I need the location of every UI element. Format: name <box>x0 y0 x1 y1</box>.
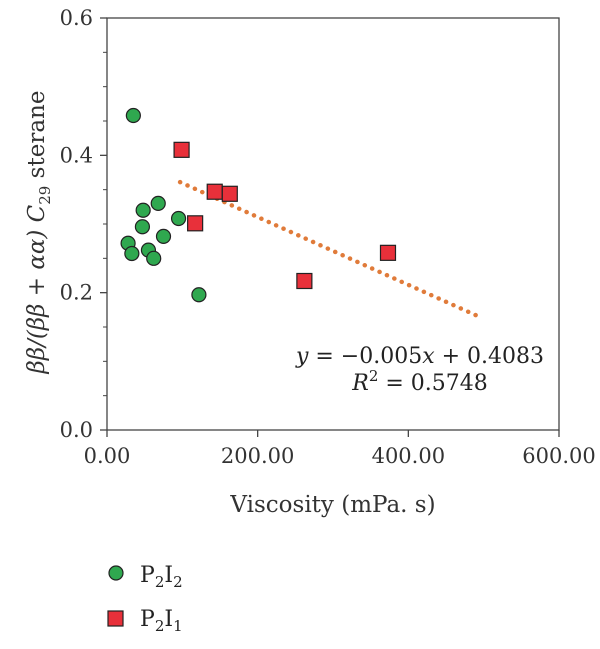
y-tick-label: 0.0 <box>60 418 93 442</box>
legend-label-p2i2: P2I2 <box>140 563 183 591</box>
point-p2i1 <box>379 244 397 261</box>
y-axis-label: ββ/(ββ + αα) C29 sterane <box>24 91 54 375</box>
data-points <box>120 107 397 303</box>
point-p2i1 <box>206 183 223 200</box>
y-tick-label: 0.6 <box>60 6 93 30</box>
point-p2i2 <box>191 287 207 303</box>
point-p2i2 <box>135 202 151 218</box>
point-p2i2 <box>146 250 162 266</box>
trendline-group <box>177 179 480 319</box>
x-tick-label: 400.00 <box>372 444 445 468</box>
point-p2i1 <box>173 141 190 158</box>
legend: P2I2 P2I1 <box>107 563 183 635</box>
x-tick-label: 0.00 <box>84 444 131 468</box>
trendline <box>177 179 480 319</box>
point-p2i2 <box>134 219 151 235</box>
legend-marker-p2i2 <box>108 565 124 581</box>
x-tick-label: 600.00 <box>522 444 595 468</box>
legend-label-p2i1: P2I1 <box>140 607 183 635</box>
legend-marker-p2i1 <box>107 610 124 627</box>
x-tick-label: 200.00 <box>221 444 294 468</box>
y-tick-label: 0.4 <box>60 143 93 167</box>
point-p2i1 <box>221 185 238 202</box>
y-tick-label: 0.2 <box>60 281 93 305</box>
trendline-r2: R2 = 0.5748 <box>351 367 488 396</box>
point-p2i2 <box>170 210 187 227</box>
point-p2i2 <box>150 195 166 211</box>
x-axis-label: Viscosity (mPa. s) <box>229 492 435 518</box>
point-p2i1 <box>296 272 313 290</box>
point-p2i1 <box>187 215 204 232</box>
axis-ticks: 0.00 200.00 400.00 600.00 0.0 0.2 0.4 0.6 <box>60 6 596 468</box>
point-p2i2 <box>124 245 140 262</box>
point-p2i2 <box>125 107 141 124</box>
point-p2i2 <box>155 228 172 244</box>
trendline-equation: y = −0.005x + 0.4083 <box>295 344 544 369</box>
